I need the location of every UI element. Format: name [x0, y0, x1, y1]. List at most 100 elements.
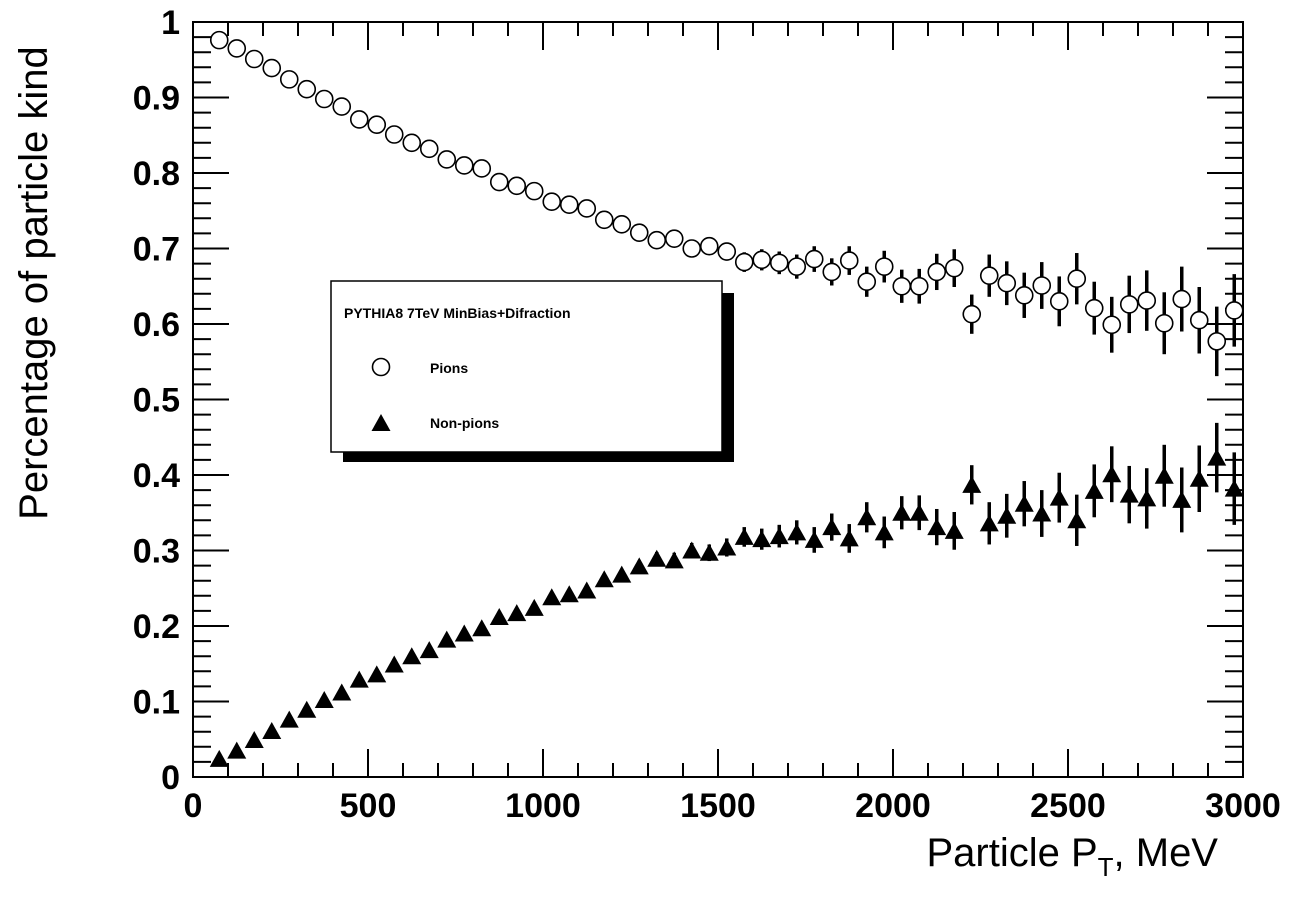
- y-tick-label: 0.1: [133, 684, 180, 722]
- data-point-non-pion: [332, 683, 352, 701]
- data-point-pion: [1119, 295, 1139, 314]
- data-point-pion: [1224, 301, 1244, 320]
- data-point-non-pion: [1014, 494, 1034, 512]
- data-point-non-pion: [227, 741, 247, 759]
- data-point-pion: [507, 176, 527, 196]
- data-point-non-pion: [752, 530, 772, 548]
- data-point-pion: [332, 97, 352, 116]
- data-point-non-pion: [524, 598, 544, 616]
- data-point-non-pion: [874, 523, 894, 541]
- data-point-pion: [787, 257, 807, 276]
- data-point-pion: [1102, 315, 1122, 335]
- data-point-non-pion: [734, 527, 754, 545]
- series-non-pions: [209, 422, 1244, 767]
- data-point-pion: [909, 276, 929, 296]
- data-point-pion: [1014, 286, 1034, 305]
- data-point-pion: [262, 58, 282, 78]
- data-point-pion: [367, 115, 387, 134]
- data-point-pion: [297, 79, 317, 99]
- data-point-pion: [892, 276, 912, 296]
- data-point-pion: [454, 156, 474, 175]
- data-point-non-pion: [682, 541, 702, 559]
- data-point-pion: [1067, 269, 1087, 289]
- y-tick-label: 1: [161, 4, 180, 42]
- x-axis-title-suffix: , MeV: [1114, 831, 1219, 875]
- y-tick-label: 0.7: [133, 231, 180, 269]
- data-point-non-pion: [297, 700, 317, 718]
- x-tick-label: 1000: [505, 787, 581, 825]
- data-point-non-pion: [822, 518, 842, 536]
- y-tick-label: 0.9: [133, 80, 180, 118]
- data-point-non-pion: [454, 624, 474, 642]
- data-point-non-pion: [909, 503, 929, 521]
- data-point-non-pion: [1207, 448, 1227, 466]
- legend-pions-marker: [371, 357, 391, 377]
- x-tick-label: 0: [184, 787, 203, 825]
- data-point-pion: [962, 304, 982, 324]
- data-point-non-pion: [244, 731, 264, 749]
- data-point-pion: [944, 258, 964, 278]
- legend-box: [330, 280, 723, 453]
- legend-pions-label: Pions: [430, 360, 468, 376]
- data-point-pion: [1172, 289, 1192, 309]
- y-tick-label: 0.8: [133, 155, 180, 193]
- data-point-non-pion: [944, 521, 964, 539]
- data-point-pion: [384, 125, 404, 144]
- legend-non-pions-marker: [371, 414, 391, 431]
- data-point-pion: [402, 133, 422, 153]
- data-point-non-pion: [699, 543, 719, 561]
- data-point-non-pion: [997, 506, 1017, 524]
- data-point-pion: [927, 262, 947, 282]
- data-point-non-pion: [612, 565, 632, 583]
- y-tick-label: 0.5: [133, 382, 180, 420]
- data-point-pion: [524, 181, 544, 201]
- y-tick-label: 0.2: [133, 608, 180, 646]
- data-point-non-pion: [542, 588, 562, 606]
- y-tick-label: 0.3: [133, 533, 180, 571]
- data-point-non-pion: [629, 557, 649, 575]
- data-point-pion: [244, 49, 264, 69]
- data-point-non-pion: [1189, 469, 1209, 487]
- data-point-pion: [1189, 310, 1209, 330]
- x-tick-label: 500: [340, 787, 397, 825]
- data-point-pion: [804, 249, 824, 269]
- data-point-pion: [874, 257, 894, 276]
- data-point-pion: [1207, 332, 1227, 351]
- data-point-pion: [699, 236, 719, 256]
- data-point-pion: [1049, 292, 1069, 311]
- x-axis-title: Particle PT, MeV: [926, 831, 1218, 882]
- data-point-non-pion: [437, 630, 457, 648]
- data-point-non-pion: [804, 530, 824, 548]
- data-point-non-pion: [367, 665, 387, 683]
- data-point-non-pion: [349, 670, 369, 688]
- data-point-non-pion: [594, 570, 614, 588]
- data-point-non-pion: [1049, 488, 1069, 506]
- y-axis-title: Percentage of particle kind: [12, 46, 56, 520]
- data-point-pion: [1137, 291, 1157, 310]
- data-point-non-pion: [1032, 504, 1052, 522]
- data-point-pion: [472, 159, 492, 178]
- data-point-non-pion: [472, 619, 492, 637]
- data-point-non-pion: [839, 529, 859, 547]
- x-axis: 0 500 1000 1500 2000 2500 3000: [184, 22, 1281, 825]
- data-point-non-pion: [262, 721, 282, 739]
- data-point-non-pion: [787, 523, 807, 541]
- data-point-pion: [419, 139, 439, 159]
- x-tick-label: 1500: [680, 787, 756, 825]
- data-point-non-pion: [1172, 490, 1192, 508]
- data-point-pion: [1084, 298, 1104, 318]
- data-point-non-pion: [577, 581, 597, 599]
- data-point-pion: [857, 272, 877, 292]
- data-point-non-pion: [1102, 465, 1122, 483]
- data-point-non-pion: [664, 551, 684, 569]
- data-point-non-pion: [559, 585, 579, 603]
- data-point-non-pion: [279, 710, 299, 728]
- data-point-non-pion: [927, 518, 947, 536]
- data-point-pion: [717, 242, 737, 261]
- data-point-pion: [437, 150, 457, 169]
- legend-non-pions-label: Non-pions: [430, 415, 499, 431]
- data-point-non-pion: [402, 647, 422, 665]
- data-point-pion: [997, 273, 1017, 293]
- data-point-pion: [839, 251, 859, 270]
- x-tick-label: 2500: [1030, 787, 1106, 825]
